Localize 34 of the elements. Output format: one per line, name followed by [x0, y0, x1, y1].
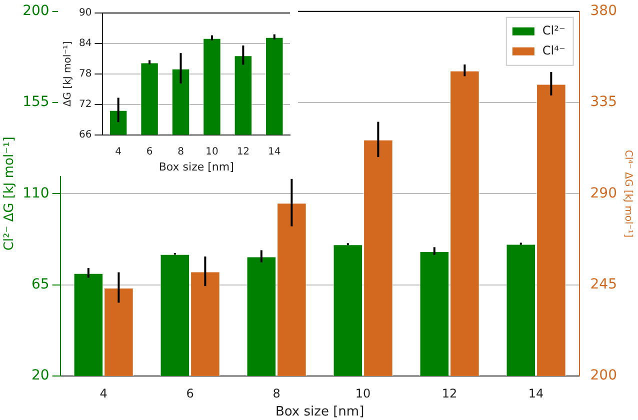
y-axis-title: ΔG [kJ mol⁻¹] — [62, 41, 74, 107]
x-tick-label: 4 — [115, 146, 122, 158]
x-tick-label: 12 — [442, 386, 458, 400]
y-tick-label: 200 — [22, 3, 50, 20]
x-axis-title: Box size [nm] — [158, 160, 234, 174]
legend-label: Cl²⁻ — [542, 24, 566, 38]
x-tick-label: 10 — [355, 386, 371, 400]
x-tick-label: 10 — [206, 146, 218, 158]
x-tick-label: 8 — [272, 386, 280, 400]
x-tick-label: 4 — [100, 386, 108, 400]
x-tick-label: 8 — [178, 146, 184, 158]
y-tick-label: 66 — [78, 129, 92, 140]
y2-tick-label: 200 — [590, 368, 618, 384]
x-tick-label: 14 — [528, 386, 544, 400]
x-tick-label: 12 — [236, 146, 250, 158]
y-tick-label: 72 — [78, 98, 92, 110]
y-tick-label: 110 — [22, 185, 50, 202]
x-tick-label: 6 — [146, 146, 153, 158]
x-axis-title: Box size [nm] — [275, 404, 364, 420]
y-tick-label: 65 — [31, 276, 50, 292]
x-tick-label: 14 — [268, 146, 281, 158]
legend-label: Cl⁴⁻ — [542, 44, 566, 58]
y2-tick-label: 245 — [590, 276, 618, 292]
y-axis-title: Cl²⁻ ΔG [kJ mol⁻¹] — [2, 136, 18, 251]
y2-axis-title: Cl⁴⁻ ΔG [kJ mol⁻¹] — [622, 150, 634, 238]
y-tick-label: 84 — [78, 38, 92, 50]
y-tick-label: 20 — [31, 368, 50, 384]
x-tick-label: 6 — [186, 386, 194, 400]
y-tick-label: 90 — [78, 8, 92, 19]
y-tick-label: 78 — [78, 68, 92, 80]
y-tick-label: 155 — [22, 94, 50, 110]
y2-tick-label: 335 — [590, 94, 618, 110]
y2-tick-label: 380 — [590, 3, 618, 20]
y2-tick-label: 290 — [590, 185, 618, 202]
